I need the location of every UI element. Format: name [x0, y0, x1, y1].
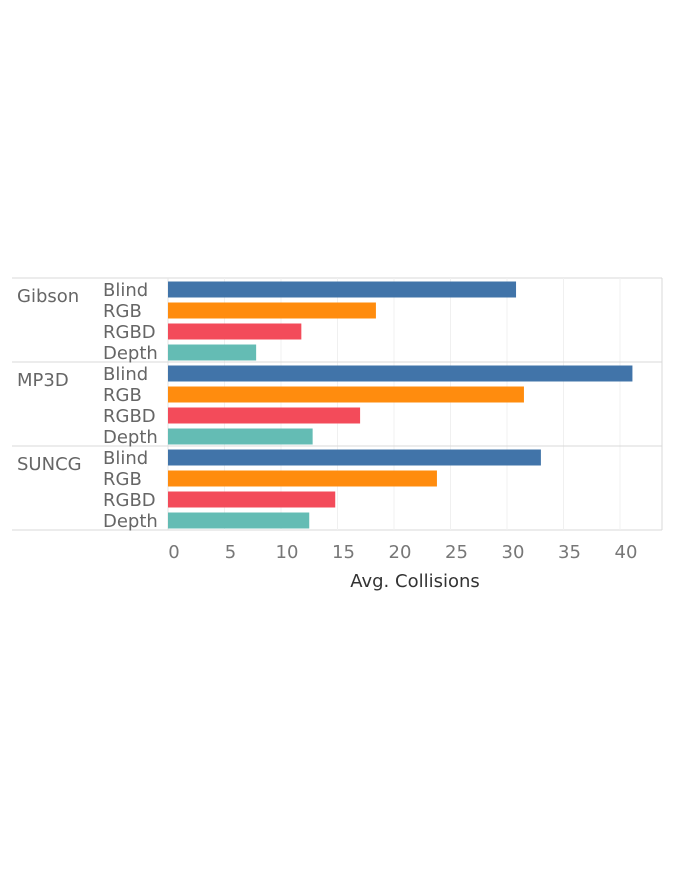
category-label: Depth [103, 343, 158, 364]
x-tick-label: 20 [389, 542, 412, 563]
bar-gibson-blind [168, 281, 517, 298]
category-label: RGB [103, 301, 142, 322]
x-axis: 0 5 10 15 20 25 30 35 40 [168, 542, 637, 563]
group-label: Gibson [17, 286, 79, 307]
bar-suncg-rgbd [168, 491, 336, 508]
x-tick-label: 35 [558, 542, 581, 563]
x-tick-label: 10 [276, 542, 299, 563]
x-tick-label: 30 [502, 542, 525, 563]
bar-gibson-depth [168, 344, 257, 361]
bars [168, 281, 633, 529]
bar-gibson-rgb [168, 302, 376, 319]
x-tick-label: 25 [445, 542, 468, 563]
x-tick-label: 40 [615, 542, 638, 563]
bar-gibson-rgbd [168, 323, 302, 340]
category-label: RGBD [103, 322, 156, 343]
group-label: SUNCG [17, 454, 82, 475]
category-label: Blind [103, 364, 148, 385]
category-label: Blind [103, 448, 148, 469]
x-tick-label: 5 [225, 542, 236, 563]
bar-mp3d-blind [168, 365, 633, 382]
bar-mp3d-depth [168, 428, 313, 445]
grid-lines [224, 278, 621, 530]
x-tick-label: 15 [332, 542, 355, 563]
group-label: MP3D [17, 370, 69, 391]
category-label: RGB [103, 385, 142, 406]
category-label: RGB [103, 469, 142, 490]
category-label: RGBD [103, 406, 156, 427]
category-label: RGBD [103, 490, 156, 511]
bar-mp3d-rgb [168, 386, 524, 403]
bar-suncg-depth [168, 512, 310, 529]
category-label: Blind [103, 280, 148, 301]
bar-mp3d-rgbd [168, 407, 361, 424]
category-label: Depth [103, 511, 158, 532]
group-separators [12, 361, 662, 447]
category-label: Depth [103, 427, 158, 448]
bar-suncg-rgb [168, 470, 437, 487]
x-axis-title: Avg. Collisions [350, 571, 480, 592]
x-tick-label: 0 [168, 542, 179, 563]
bar-suncg-blind [168, 449, 541, 466]
